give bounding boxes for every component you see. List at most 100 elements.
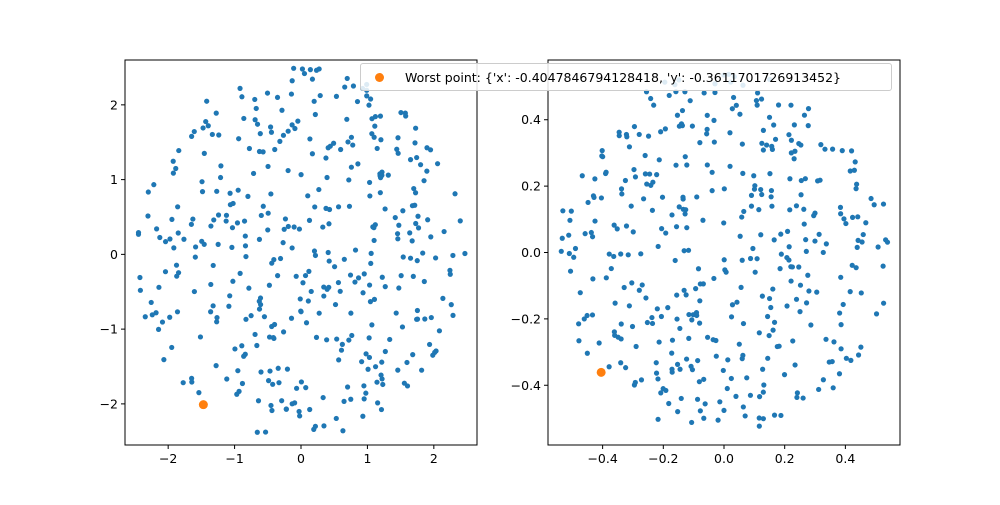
- data-point: [191, 288, 197, 295]
- data-point: [243, 316, 249, 322]
- data-point: [284, 366, 291, 372]
- data-point: [448, 302, 454, 308]
- data-point: [309, 76, 316, 82]
- data-point: [241, 115, 247, 122]
- data-point: [840, 301, 846, 308]
- data-point: [868, 195, 874, 202]
- x-tick-label: −0.2: [648, 451, 678, 466]
- data-point: [250, 170, 257, 177]
- data-point: [171, 245, 177, 251]
- data-point: [566, 250, 572, 257]
- data-point: [331, 264, 338, 270]
- data-point: [733, 393, 739, 399]
- data-point: [387, 336, 393, 343]
- data-point: [704, 334, 711, 340]
- data-point: [354, 98, 361, 105]
- data-point: [704, 126, 710, 132]
- data-point: [363, 351, 369, 357]
- data-point: [742, 413, 748, 419]
- data-point: [655, 243, 661, 250]
- data-point: [277, 255, 284, 262]
- data-point: [215, 241, 221, 247]
- data-point: [764, 142, 770, 148]
- data-point: [162, 239, 169, 245]
- data-point: [771, 122, 777, 128]
- worst-point-marker: [198, 400, 208, 410]
- data-point: [409, 203, 416, 209]
- data-point: [332, 301, 339, 308]
- data-point: [307, 406, 313, 413]
- data-point: [218, 163, 224, 169]
- data-point: [571, 254, 577, 260]
- data-point: [853, 186, 859, 192]
- data-point: [372, 364, 379, 370]
- data-point: [669, 212, 675, 218]
- data-point: [760, 147, 766, 153]
- data-point: [170, 170, 176, 176]
- data-point: [280, 132, 287, 138]
- data-point: [324, 286, 330, 292]
- data-point: [701, 90, 707, 96]
- data-point: [344, 116, 350, 122]
- data-point: [289, 245, 295, 251]
- data-point: [450, 252, 456, 259]
- data-point: [349, 332, 355, 339]
- data-point: [596, 340, 602, 346]
- data-point: [283, 406, 289, 412]
- data-point: [792, 362, 798, 368]
- data-point: [217, 174, 224, 181]
- data-point: [666, 400, 672, 407]
- data-point: [628, 203, 634, 209]
- data-point: [226, 303, 232, 309]
- data-point: [787, 207, 793, 213]
- data-point: [854, 244, 860, 250]
- data-point: [700, 217, 706, 223]
- data-point: [694, 194, 700, 200]
- data-point: [394, 231, 401, 237]
- data-point: [161, 357, 167, 363]
- data-point: [805, 272, 811, 278]
- data-point: [805, 123, 811, 129]
- data-point: [153, 310, 159, 316]
- data-point: [623, 365, 629, 371]
- data-point: [786, 244, 792, 250]
- data-point: [208, 309, 214, 315]
- data-point: [400, 254, 406, 260]
- data-point: [592, 176, 598, 182]
- data-point: [159, 319, 166, 325]
- data-point: [558, 248, 564, 254]
- data-point: [767, 171, 773, 177]
- data-point: [224, 376, 230, 382]
- data-point: [777, 266, 783, 272]
- data-point: [425, 217, 431, 223]
- data-point: [229, 225, 236, 231]
- data-point: [686, 311, 692, 318]
- data-point: [336, 357, 342, 363]
- data-point: [350, 83, 357, 89]
- legend-worst-point-marker: [375, 73, 384, 82]
- data-point: [608, 265, 614, 272]
- data-point: [320, 224, 326, 230]
- data-point: [754, 90, 761, 96]
- data-point: [768, 187, 775, 194]
- data-point: [766, 295, 773, 302]
- data-point: [775, 102, 782, 108]
- data-point: [302, 272, 309, 279]
- data-point: [854, 181, 860, 187]
- data-point: [694, 396, 701, 402]
- data-point: [239, 343, 245, 349]
- data-point: [192, 244, 199, 250]
- data-point: [191, 128, 197, 135]
- data-point: [135, 230, 142, 236]
- data-point: [248, 313, 254, 319]
- data-point: [619, 191, 625, 197]
- data-point: [306, 217, 313, 223]
- x-tick-label: 0.4: [835, 451, 855, 466]
- data-point: [758, 232, 764, 238]
- data-point: [751, 186, 758, 192]
- data-point: [582, 231, 588, 237]
- data-point: [704, 112, 710, 118]
- data-point: [306, 268, 312, 274]
- data-point: [727, 163, 733, 169]
- data-point: [288, 91, 295, 97]
